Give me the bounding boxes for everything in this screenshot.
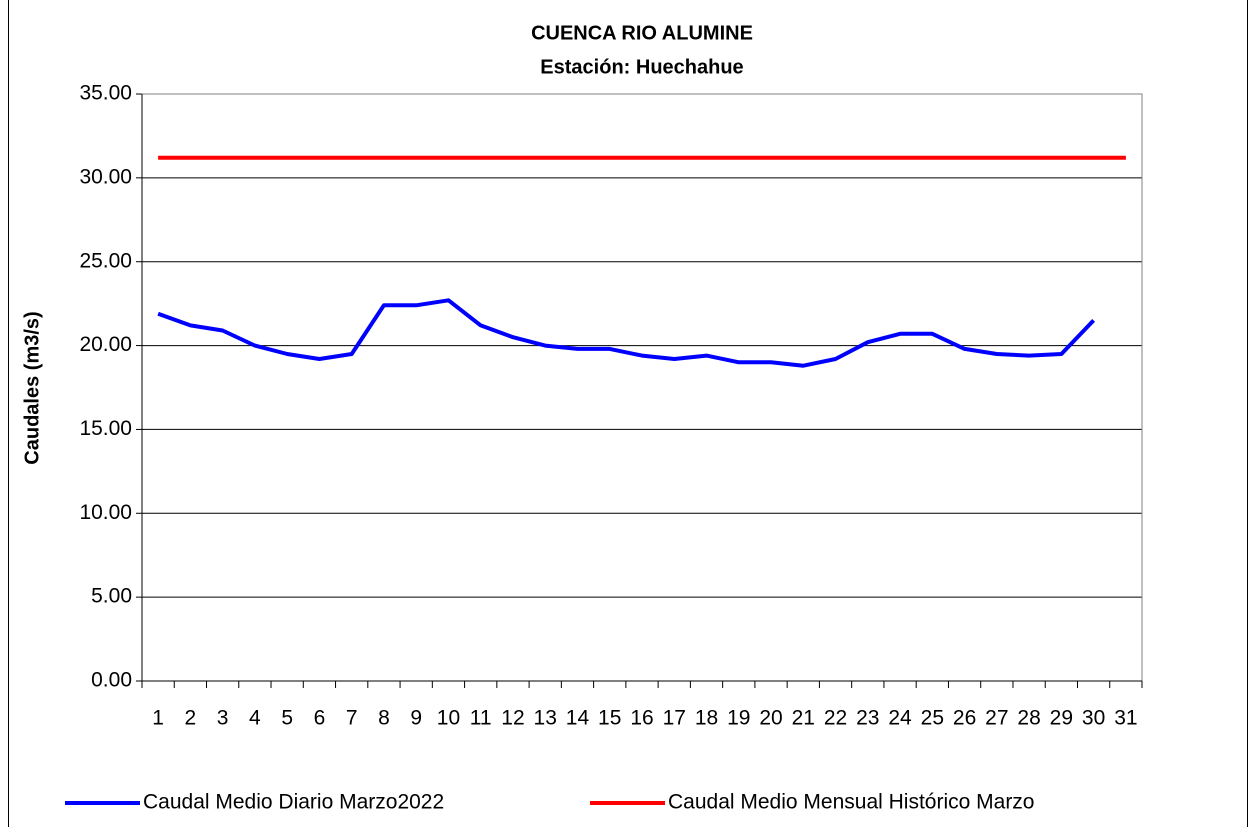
legend-label: Caudal Medio Mensual Histórico Marzo — [668, 791, 1035, 814]
y-tick-label: 0.00 — [91, 669, 132, 692]
x-tick-label: 17 — [663, 707, 686, 730]
x-tick-label: 2 — [185, 707, 197, 730]
y-tick-label: 15.00 — [79, 417, 132, 440]
x-tick-label: 26 — [953, 707, 976, 730]
x-tick-label: 1 — [152, 707, 164, 730]
x-tick-label: 16 — [630, 707, 653, 730]
chart-frame — [8, 0, 1248, 827]
y-tick-label: 35.00 — [79, 82, 132, 105]
x-tick-label: 21 — [792, 707, 815, 730]
y-tick-label: 30.00 — [79, 165, 132, 188]
legend-label: Caudal Medio Diario Marzo2022 — [143, 791, 444, 814]
y-tick-label: 20.00 — [79, 333, 132, 356]
x-tick-label: 4 — [249, 707, 261, 730]
x-tick-label: 3 — [217, 707, 229, 730]
x-tick-label: 27 — [985, 707, 1008, 730]
x-tick-label: 10 — [437, 707, 460, 730]
y-axis-label: Caudales (m3/s) — [21, 311, 43, 464]
y-tick-label: 25.00 — [79, 249, 132, 272]
data-line — [157, 298, 1096, 368]
x-tick-label: 11 — [470, 707, 492, 730]
x-tick-label: 15 — [598, 707, 621, 730]
x-tick-label: 8 — [378, 707, 390, 730]
x-tick-label: 28 — [1017, 707, 1040, 730]
chart-subtitle: Estación: Huechahue — [540, 56, 743, 78]
x-tick-label: 13 — [534, 707, 557, 730]
x-tick-label: 6 — [314, 707, 326, 730]
y-tick-label: 5.00 — [91, 585, 132, 608]
x-tick-label: 18 — [695, 707, 718, 730]
x-tick-label: 31 — [1114, 707, 1137, 730]
x-tick-label: 9 — [410, 707, 422, 730]
x-tick-label: 30 — [1082, 707, 1105, 730]
x-tick-label: 12 — [501, 707, 524, 730]
x-tick-label: 24 — [888, 707, 912, 730]
x-tick-label: 25 — [921, 707, 944, 730]
plot-frame — [141, 93, 1143, 682]
x-tick-label: 22 — [824, 707, 847, 730]
x-tick-label: 19 — [727, 707, 750, 730]
x-tick-label: 7 — [346, 707, 358, 730]
x-tick-label: 20 — [759, 707, 782, 730]
chart-title: CUENCA RIO ALUMINE — [531, 22, 753, 44]
x-tick-label: 14 — [566, 707, 590, 730]
x-tick-label: 5 — [281, 707, 293, 730]
x-tick-label: 29 — [1050, 707, 1073, 730]
y-tick-label: 10.00 — [79, 501, 132, 524]
x-tick-label: 23 — [856, 707, 879, 730]
